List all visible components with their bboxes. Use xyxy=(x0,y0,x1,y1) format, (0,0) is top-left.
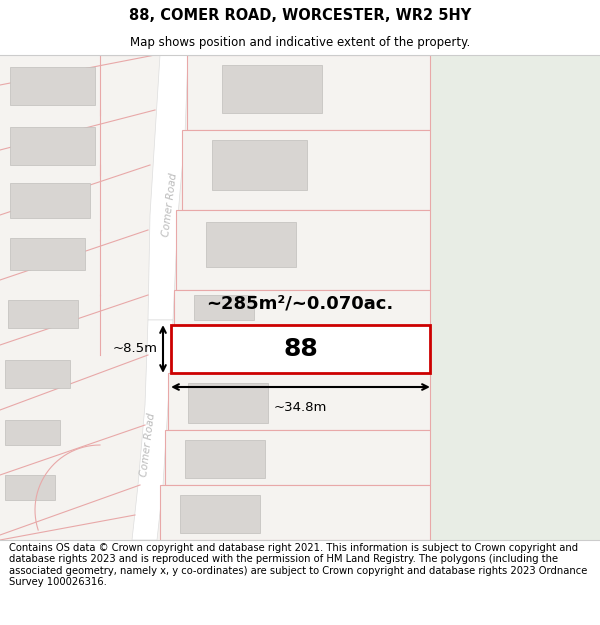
Text: Contains OS data © Crown copyright and database right 2021. This information is : Contains OS data © Crown copyright and d… xyxy=(9,542,587,588)
Text: Comer Road: Comer Road xyxy=(161,173,179,238)
Bar xyxy=(10,183,90,218)
Bar xyxy=(5,420,60,445)
Polygon shape xyxy=(160,485,430,540)
Text: 88: 88 xyxy=(283,337,318,361)
Bar xyxy=(212,140,307,190)
Text: 88, COMER ROAD, WORCESTER, WR2 5HY: 88, COMER ROAD, WORCESTER, WR2 5HY xyxy=(129,8,471,23)
Bar xyxy=(194,295,254,320)
Bar xyxy=(221,65,322,113)
Bar xyxy=(10,238,85,270)
Polygon shape xyxy=(182,130,430,210)
Bar xyxy=(430,55,600,540)
Text: Map shows position and indicative extent of the property.: Map shows position and indicative extent… xyxy=(130,36,470,49)
Polygon shape xyxy=(171,325,430,373)
Text: ~8.5m: ~8.5m xyxy=(113,342,158,356)
Polygon shape xyxy=(148,55,188,320)
Bar xyxy=(180,495,260,533)
Bar xyxy=(10,127,95,165)
Polygon shape xyxy=(176,210,430,290)
Bar xyxy=(188,383,268,423)
Polygon shape xyxy=(0,55,160,540)
Text: Comer Road: Comer Road xyxy=(139,412,157,478)
Bar xyxy=(8,300,78,328)
Bar xyxy=(206,222,296,267)
Bar xyxy=(10,67,95,105)
Bar xyxy=(185,440,265,478)
Text: ~285m²/~0.070ac.: ~285m²/~0.070ac. xyxy=(206,294,394,312)
Polygon shape xyxy=(187,55,430,130)
Polygon shape xyxy=(165,430,430,485)
Text: ~34.8m: ~34.8m xyxy=(274,401,327,414)
Bar xyxy=(5,360,70,388)
Polygon shape xyxy=(132,320,173,540)
Polygon shape xyxy=(173,290,430,325)
Polygon shape xyxy=(168,373,430,430)
Bar xyxy=(5,475,55,500)
